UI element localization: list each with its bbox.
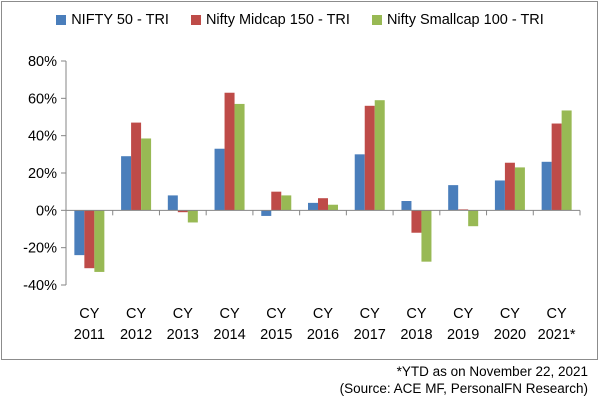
legend-label-midcap-150: Nifty Midcap 150 - TRI [205, 12, 350, 28]
x-tick-label: CY [266, 306, 286, 322]
bar-nifty-50 [448, 185, 459, 211]
x-tick-label: CY [406, 306, 426, 322]
x-tick-label: CY [79, 306, 99, 322]
bar-nifty-50 [401, 201, 412, 211]
x-tick-label: CY [173, 306, 193, 322]
bar-smallcap-100 [281, 195, 292, 211]
legend-item-smallcap-100: Nifty Smallcap 100 - TRI [371, 12, 544, 28]
footnote-source: (Source: ACE MF, PersonalFN Research) [339, 381, 588, 396]
bar-smallcap-100 [234, 103, 245, 211]
bar-smallcap-100 [141, 138, 152, 211]
y-tick-label: -20% [23, 241, 57, 257]
x-tick-label: CY [360, 306, 380, 322]
y-tick-label: 40% [28, 129, 57, 145]
bar-midcap-150 [364, 105, 375, 211]
y-tick-label: -40% [23, 278, 57, 294]
bar-smallcap-100 [468, 210, 479, 227]
legend-item-midcap-150: Nifty Midcap 150 - TRI [190, 12, 350, 28]
y-tick-label: 0% [36, 203, 57, 219]
y-tick-label: 20% [28, 166, 57, 182]
x-tick-label: 2021* [538, 327, 576, 343]
bar-midcap-150 [131, 122, 142, 211]
x-tick-label: 2012 [120, 327, 152, 343]
bar-smallcap-100 [328, 204, 338, 211]
x-tick-label: 2019 [447, 327, 479, 343]
legend-swatch-midcap-150 [190, 15, 201, 25]
bar-nifty-50 [167, 195, 178, 211]
footnote-ytd: *YTD as on November 22, 2021 [396, 364, 588, 379]
bar-smallcap-100 [374, 100, 385, 211]
bar-midcap-150 [504, 162, 515, 211]
bar-nifty-50 [541, 161, 552, 211]
x-tick-label: CY [219, 306, 239, 322]
chart-legend: NIFTY 50 - TRI Nifty Midcap 150 - TRI Ni… [0, 12, 600, 28]
legend-label-smallcap-100: Nifty Smallcap 100 - TRI [386, 12, 544, 28]
x-tick-label: 2013 [167, 327, 199, 343]
bar-smallcap-100 [94, 210, 105, 272]
x-tick-label: 2018 [400, 327, 432, 343]
bar-nifty-50 [308, 202, 318, 211]
bar-midcap-150 [271, 191, 282, 211]
y-tick-label: 60% [28, 91, 57, 107]
bar-smallcap-100 [514, 167, 525, 211]
bar-midcap-150 [84, 210, 95, 269]
legend-label-nifty-50: NIFTY 50 - TRI [71, 12, 169, 28]
x-tick-label: 2011 [74, 327, 105, 343]
x-tick-label: 2017 [354, 327, 386, 343]
bar-nifty-50 [494, 180, 505, 211]
bar-midcap-150 [177, 210, 188, 213]
bar-midcap-150 [318, 198, 328, 211]
x-tick-label: CY [453, 306, 473, 322]
bar-nifty-50 [214, 148, 225, 211]
bar-midcap-150 [224, 92, 235, 211]
x-tick-label: CY [547, 306, 567, 322]
bar-nifty-50 [261, 210, 272, 216]
y-tick-label: 80% [28, 54, 57, 70]
x-tick-label: 2016 [307, 327, 339, 343]
x-tick-label: CY [500, 306, 520, 322]
bar-nifty-50 [121, 156, 132, 211]
bar-smallcap-100 [187, 210, 198, 223]
x-tick-label: CY [126, 306, 146, 322]
legend-swatch-smallcap-100 [371, 15, 382, 25]
x-tick-label: 2020 [494, 327, 526, 343]
chart-plot: -40% -20% 0% 20% 40% 60% 80% CY 2011 CY 2012 CY 2013… [23, 54, 581, 343]
x-tick-label: CY [313, 306, 333, 322]
x-tick-label: 2014 [213, 327, 245, 343]
bar-midcap-150 [551, 123, 562, 211]
legend-item-nifty-50: NIFTY 50 - TRI [56, 12, 169, 28]
bar-smallcap-100 [421, 210, 432, 262]
x-tick-label: 2015 [260, 327, 292, 343]
bar-midcap-150 [411, 210, 422, 233]
bar-smallcap-100 [561, 110, 572, 211]
bar-nifty-50 [354, 154, 365, 211]
legend-swatch-nifty-50 [56, 15, 67, 25]
bar-nifty-50 [74, 210, 85, 256]
